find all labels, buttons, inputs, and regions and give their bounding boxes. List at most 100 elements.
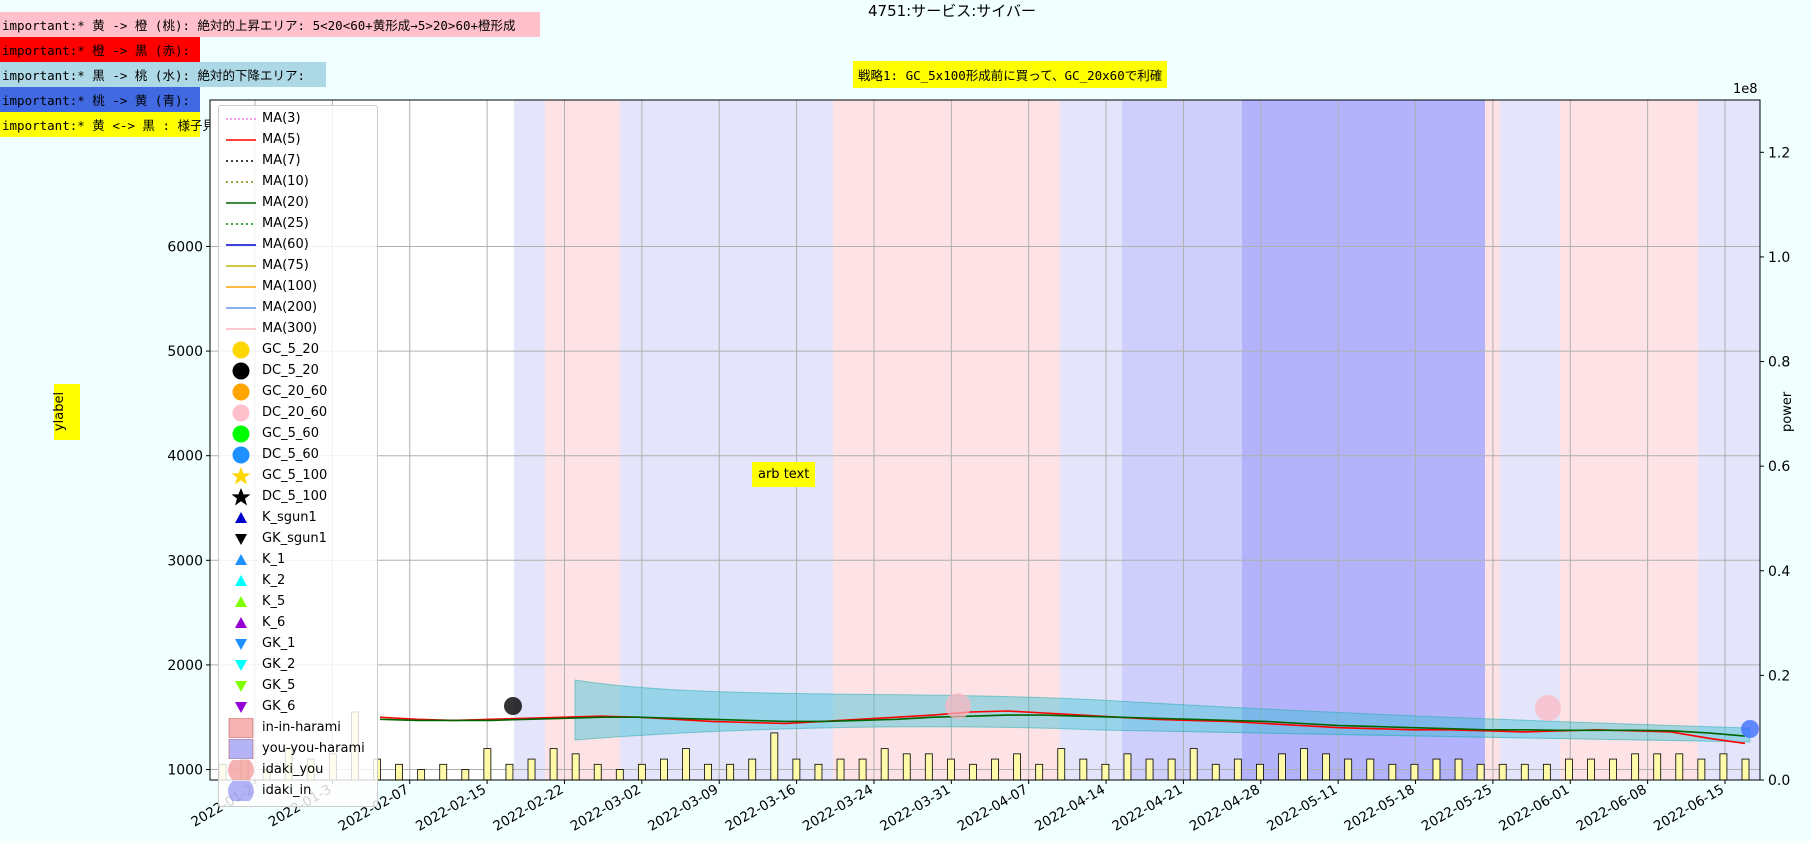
legend-label: DC_5_20	[262, 363, 319, 378]
legend-item: MA(60)	[219, 235, 377, 255]
legend-symbol	[226, 223, 256, 225]
x-tick-label: 2022-06-01	[1496, 782, 1572, 835]
volume-bar	[792, 758, 801, 781]
legend-label: K_5	[262, 594, 286, 609]
volume-bar	[593, 763, 602, 781]
volume-bar	[770, 732, 779, 781]
legend-label: MA(25)	[262, 216, 309, 231]
shaded-region	[514, 100, 545, 780]
note-box-3: important:* 黒 -> 桃 (水): 絶対的下降エリア:	[0, 62, 326, 87]
x-tick-label: 2022-03-09	[645, 782, 721, 835]
volume-bar	[902, 753, 911, 781]
legend-item: K_1	[219, 550, 377, 570]
legend-item: GK_5	[219, 676, 377, 696]
volume-bar	[1211, 763, 1220, 781]
legend-label: MA(5)	[262, 132, 301, 147]
legend-symbol	[226, 265, 256, 267]
legend-item: DC_5_20	[219, 361, 377, 381]
x-tick-label: 2022-03-24	[800, 782, 876, 835]
cross-marker	[1741, 720, 1759, 738]
legend-item: MA(7)	[219, 151, 377, 171]
legend-item: in-in-harami	[219, 718, 377, 738]
legend-item: GK_sgun1	[219, 529, 377, 549]
legend-symbol	[235, 512, 247, 523]
legend-label: MA(20)	[262, 195, 309, 210]
volume-bar	[1498, 763, 1507, 781]
volume-bar	[1675, 753, 1684, 781]
x-tick-label: 2022-04-21	[1109, 782, 1185, 835]
legend-symbol	[228, 781, 254, 801]
plot-frame	[209, 99, 1761, 781]
legend-label: in-in-harami	[262, 720, 341, 735]
y-tick-label-left: 2000	[167, 658, 203, 674]
legend-label: GK_sgun1	[262, 531, 327, 546]
legend-item: MA(10)	[219, 172, 377, 192]
legend-item: MA(100)	[219, 277, 377, 297]
legend-label: DC_5_100	[262, 489, 328, 504]
legend-label: MA(7)	[262, 153, 301, 168]
note-box-5: important:* 黄 <-> 黒 : 様子見:	[0, 112, 223, 137]
legend-symbol	[226, 181, 256, 183]
volume-bar	[527, 758, 536, 781]
legend-label: DC_20_60	[262, 405, 328, 420]
legend-item: idaki_you	[219, 760, 377, 780]
volume-bar	[1278, 753, 1286, 781]
legend-label: DC_5_60	[262, 447, 319, 462]
idaki-marker	[945, 693, 971, 719]
legend-item: GK_2	[219, 655, 377, 675]
y-tick-label-left: 3000	[167, 553, 203, 569]
volume-bar	[858, 758, 867, 781]
legend-label: MA(200)	[262, 300, 318, 315]
y-tick-label-right: 0.6	[1768, 459, 1790, 475]
volume-bar	[748, 758, 757, 781]
y-tick-label-left: 6000	[167, 239, 203, 255]
legend: MA(3) MA(5) MA(7) MA(10) MA(20) MA(25) MA(60) M…	[218, 105, 378, 807]
legend-symbol	[228, 739, 254, 759]
y-tick-label-right: 0.4	[1768, 564, 1790, 580]
volume-bar	[1542, 763, 1551, 781]
volume-bar	[1145, 758, 1154, 781]
x-tick-label: 2022-03-02	[568, 782, 644, 835]
volume-bar	[1631, 753, 1640, 781]
volume-bar	[1697, 758, 1706, 781]
volume-bar	[1410, 763, 1419, 781]
idaki-marker	[1535, 695, 1561, 721]
volume-bar	[1609, 758, 1617, 781]
volume-bar	[1167, 758, 1176, 781]
volume-bar	[814, 763, 823, 781]
legend-item: GK_1	[219, 634, 377, 654]
y-tick-label-right: 1.2	[1768, 145, 1790, 161]
legend-item: MA(25)	[219, 214, 377, 234]
volume-bar	[1189, 748, 1198, 781]
y-tick-label-right: 0.8	[1768, 355, 1790, 371]
volume-bar	[1476, 763, 1485, 781]
volume-bar	[1057, 748, 1066, 781]
legend-symbol	[232, 383, 250, 401]
legend-symbol	[232, 446, 250, 464]
legend-symbol	[235, 617, 247, 628]
legend-symbol	[226, 139, 256, 141]
x-tick-label: 2022-03-16	[723, 782, 799, 835]
y-tick-label-right: 0.2	[1768, 668, 1790, 684]
x-tick-label: 2022-05-18	[1342, 782, 1418, 835]
arb-text-annotation: arb text	[752, 462, 816, 487]
legend-item: MA(75)	[219, 256, 377, 276]
legend-symbol	[226, 286, 256, 288]
legend-item: MA(20)	[219, 193, 377, 213]
legend-item: DC_5_100	[219, 487, 377, 507]
x-tick-label: 2022-03-31	[877, 782, 953, 835]
volume-bar	[682, 748, 690, 781]
shaded-region	[1242, 100, 1485, 780]
volume-bar	[461, 769, 470, 781]
series-line	[379, 710, 1746, 745]
x-tick-label: 2022-04-28	[1187, 782, 1263, 835]
legend-label: K_2	[262, 573, 286, 588]
y-tick-label-left: 1000	[167, 763, 203, 779]
ribbon-band	[574, 679, 1751, 743]
legend-item: DC_20_60	[219, 403, 377, 423]
legend-label: GK_5	[262, 678, 296, 693]
legend-symbol	[231, 467, 251, 485]
volume-bar	[1344, 758, 1353, 781]
note-box-1: important:* 黄 -> 橙 (桃): 絶対的上昇エリア: 5<20<6…	[0, 12, 540, 37]
strategy-annotation: 戦略1: GC_5x100形成前に買って、GC_20x60で利確	[853, 61, 1168, 88]
